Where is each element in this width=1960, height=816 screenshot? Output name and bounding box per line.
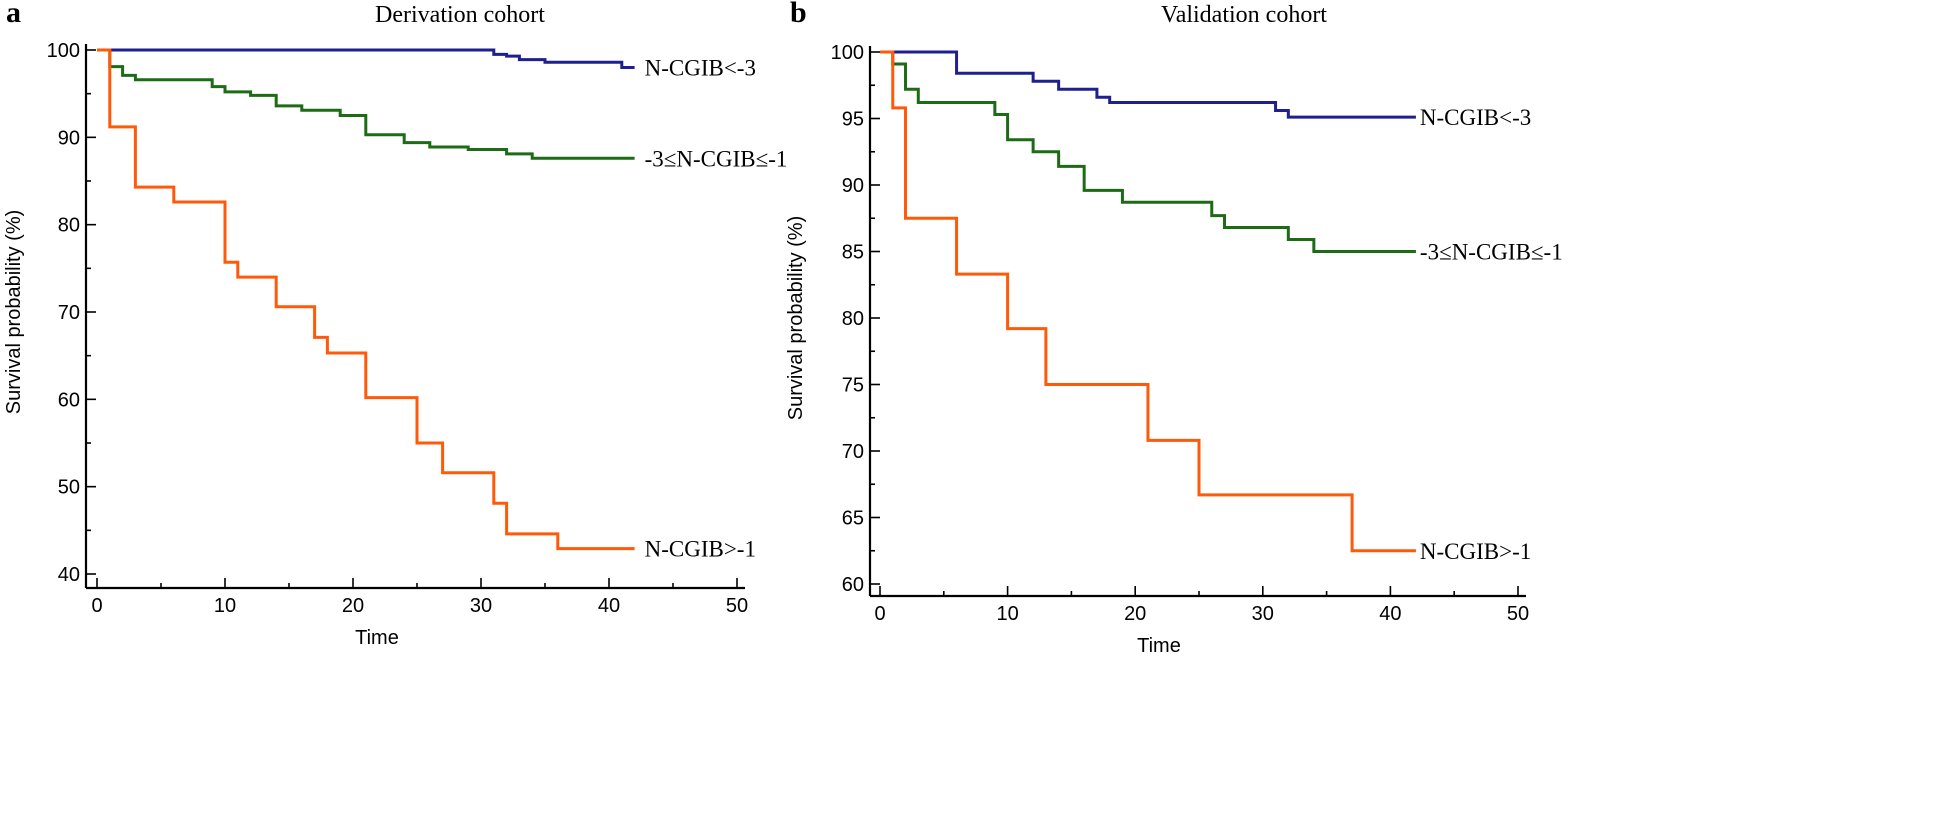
- y-tick-label: 65: [842, 508, 864, 530]
- y-tick-label: 60: [842, 574, 864, 596]
- y-tick-label: 70: [842, 441, 864, 463]
- x-axis-label: Time: [1137, 635, 1181, 657]
- y-tick-label: 60: [58, 389, 80, 411]
- series-line-3: [880, 50, 1416, 553]
- x-tick-label: 0: [874, 603, 885, 625]
- y-tick-label: 100: [47, 40, 80, 62]
- series-end-label: N-CGIB>-1: [645, 537, 756, 562]
- y-axis-label: Survival probability (%): [785, 216, 807, 421]
- y-tick-label: 80: [842, 308, 864, 330]
- panel-letter: b: [790, 0, 807, 29]
- chart-title: Validation cohort: [1161, 2, 1327, 28]
- x-tick-label: 50: [726, 595, 748, 617]
- series-line-1: [880, 50, 1416, 119]
- y-tick-label: 85: [842, 242, 864, 264]
- series-line-2: [880, 50, 1416, 253]
- y-tick-label: 95: [842, 109, 864, 131]
- y-tick-label: 40: [58, 564, 80, 586]
- y-tick-label: 50: [58, 477, 80, 499]
- series-end-label: N-CGIB>-1: [1420, 539, 1531, 564]
- x-tick-label: 0: [91, 595, 102, 617]
- y-tick-label: 100: [831, 42, 864, 64]
- series-end-label: N-CGIB<-3: [645, 55, 756, 80]
- x-tick-label: 20: [342, 595, 364, 617]
- series-line-3: [97, 48, 635, 551]
- x-tick-label: 40: [1379, 603, 1401, 625]
- x-tick-label: 30: [470, 595, 492, 617]
- series-end-label: -3≤N-CGIB≤-1: [645, 146, 788, 171]
- panel-a-derivation-cohort: a Derivation cohort 40 50 60 70 80 90 100 0 10 20 30…: [3, 0, 787, 649]
- y-tick-label: 75: [842, 375, 864, 397]
- chart-title: Derivation cohort: [375, 2, 545, 28]
- y-tick-label: 90: [842, 175, 864, 197]
- y-tick-label: 70: [58, 302, 80, 324]
- series-line-1: [97, 48, 635, 69]
- panel-b-validation-cohort: b Validation cohort 60 65 70 75 80 85 90 95 100 0 10…: [785, 0, 1563, 657]
- x-tick-label: 30: [1252, 603, 1274, 625]
- x-tick-label: 10: [214, 595, 236, 617]
- x-tick-label: 20: [1124, 603, 1146, 625]
- series-end-label: N-CGIB<-3: [1420, 105, 1531, 130]
- x-tick-label: 40: [598, 595, 620, 617]
- x-tick-label: 50: [1507, 603, 1529, 625]
- panel-letter: a: [6, 0, 21, 29]
- y-tick-label: 80: [58, 215, 80, 237]
- y-tick-label: 90: [58, 127, 80, 149]
- series-line-2: [97, 48, 635, 160]
- x-axis-label: Time: [355, 627, 399, 649]
- series-end-label: -3≤N-CGIB≤-1: [1420, 240, 1563, 265]
- x-tick-label: 10: [996, 603, 1018, 625]
- y-axis-label: Survival probability (%): [3, 210, 25, 415]
